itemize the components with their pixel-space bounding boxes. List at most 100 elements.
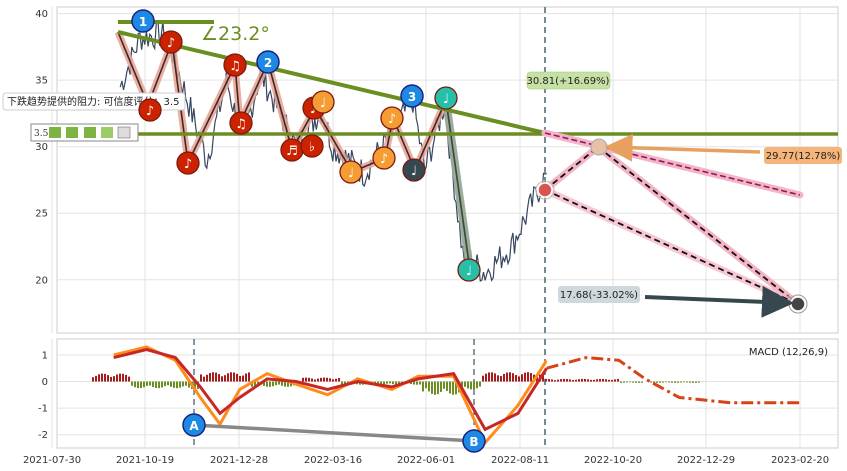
macd-histogram-bar (92, 377, 94, 382)
rating-star-2 (66, 127, 78, 138)
macd-histogram-bar (212, 372, 214, 382)
macd-histogram-bar (119, 373, 121, 382)
macd-histogram-bar (335, 378, 337, 382)
macd-histogram-bar (323, 377, 325, 382)
macd-histogram-bar (470, 381, 472, 390)
macd-histogram-bar (629, 381, 631, 383)
pattern-markers: ♪♪♪♫♫♬ ♭♪ ♩♩♪♪♩♩♩ (138, 30, 481, 282)
macd-histogram-bar (449, 381, 451, 394)
macd-histogram-bar (626, 381, 628, 383)
macd-histogram-bar (632, 381, 634, 383)
macd-histogram-bar (503, 373, 505, 382)
macd-histogram-bar (530, 372, 532, 382)
annotation-lower-text: 17.68(-33.02%) (560, 290, 638, 301)
annotation-upper-bg (526, 71, 611, 90)
macd-histogram-bar (668, 381, 670, 383)
pin-3-circle (400, 84, 424, 108)
price-y-tick: 25 (35, 209, 48, 220)
macd-histogram-bar (392, 381, 394, 385)
macd-histogram-bar (497, 375, 499, 382)
macd-histogram-bar (455, 381, 457, 395)
macd-histogram-bar (488, 372, 490, 382)
divergence-b: B (462, 429, 486, 453)
macd-histogram-bar (254, 381, 256, 387)
macd-histogram-bar (155, 381, 157, 388)
macd-histogram-bar (683, 381, 685, 383)
macd-y-ticks: 1 0 -1 -2 (38, 350, 48, 441)
macd-histogram-bar (287, 381, 289, 387)
macd-histogram-bar (140, 381, 142, 389)
macd-histogram-bar (665, 381, 667, 383)
macd-histogram-bar (554, 380, 556, 382)
pattern-marker-glyph: ♩ (466, 264, 472, 279)
annotation-target: 29.77(12.78%) (764, 147, 842, 164)
macd-histogram-bar (521, 374, 523, 382)
macd-histogram-bar (671, 381, 673, 383)
macd-histogram-bar (221, 376, 223, 382)
macd-histogram-bar (311, 378, 313, 382)
macd-histogram-bar (146, 381, 148, 386)
divergence-a: A (182, 413, 206, 437)
macd-histogram-bar (536, 376, 538, 382)
price-y-tick: 30 (35, 142, 48, 153)
macd-histogram-bar (149, 381, 151, 386)
pattern-marker (138, 98, 162, 122)
pattern-marker (176, 151, 200, 175)
macd-histogram-bar (206, 374, 208, 382)
price-y-tick: 35 (35, 76, 48, 87)
pattern-marker-glyph: ♩ (348, 166, 354, 181)
macd-histogram-bar (284, 381, 286, 387)
macd-histogram-bar (641, 381, 643, 383)
macd-histogram-bar (233, 372, 235, 382)
pin-1: 1 (131, 9, 155, 33)
macd-histogram-bar (341, 381, 343, 385)
macd-histogram-bar (689, 381, 691, 383)
macd-histogram-bar (203, 376, 205, 382)
macd-histogram-bar (680, 381, 682, 383)
macd-histogram-bar (248, 372, 250, 382)
x-tick-label: 2021-12-28 (210, 455, 268, 466)
macd-histogram-bar (422, 381, 424, 392)
macd-panel: 1 0 -1 -2 MACD (12,26,9) (38, 338, 839, 449)
macd-histogram-bar (182, 381, 184, 387)
macd-histogram-bar (344, 381, 346, 385)
x-tick-label: 2023-02-20 (771, 455, 829, 466)
pattern-marker (229, 111, 253, 135)
pattern-marker-glyph: ♩ (443, 92, 449, 107)
macd-histogram-bar (467, 381, 469, 389)
macd-histogram-bar (383, 381, 385, 385)
macd-histogram-bar (431, 381, 433, 394)
macd-histogram-bar (695, 381, 697, 383)
macd-histogram-bar (116, 374, 118, 382)
projection-line-direct (544, 189, 799, 305)
macd-histogram-bar (413, 381, 415, 385)
pattern-marker-glyph: ♪ (310, 102, 318, 117)
macd-histogram-bar (134, 381, 136, 388)
macd-histogram-bar (416, 381, 418, 385)
macd-histogram-bar (611, 379, 613, 382)
macd-histogram-bar (509, 372, 511, 382)
macd-histogram-bar (194, 381, 196, 390)
macd-histogram-bar (551, 379, 553, 382)
x-tick-label: 2021-07-30 (23, 455, 81, 466)
macd-histogram-bar (548, 379, 550, 382)
macd-histogram-bar (242, 375, 244, 382)
macd-histogram-bar (101, 373, 103, 382)
macd-histogram-bar (236, 373, 238, 382)
macd-histogram-bar (266, 381, 268, 387)
macd-histogram-bar (452, 381, 454, 395)
pattern-marker (380, 106, 404, 130)
macd-histogram-bar (437, 381, 439, 395)
macd-histogram-bar (428, 381, 430, 392)
macd-histogram-bar (506, 372, 508, 382)
drop-line (445, 99, 471, 271)
macd-histogram-bar (320, 377, 322, 382)
macd-y-tick: 1 (42, 350, 48, 361)
macd-histogram-bar (170, 381, 172, 387)
macd-y-tick: -2 (38, 430, 48, 441)
pin-2-label: 2 (264, 56, 272, 70)
macd-y-tick: -1 (38, 404, 48, 415)
pattern-marker (311, 90, 335, 114)
signal-line (113, 348, 548, 432)
price-y-tick: 20 (35, 275, 48, 286)
